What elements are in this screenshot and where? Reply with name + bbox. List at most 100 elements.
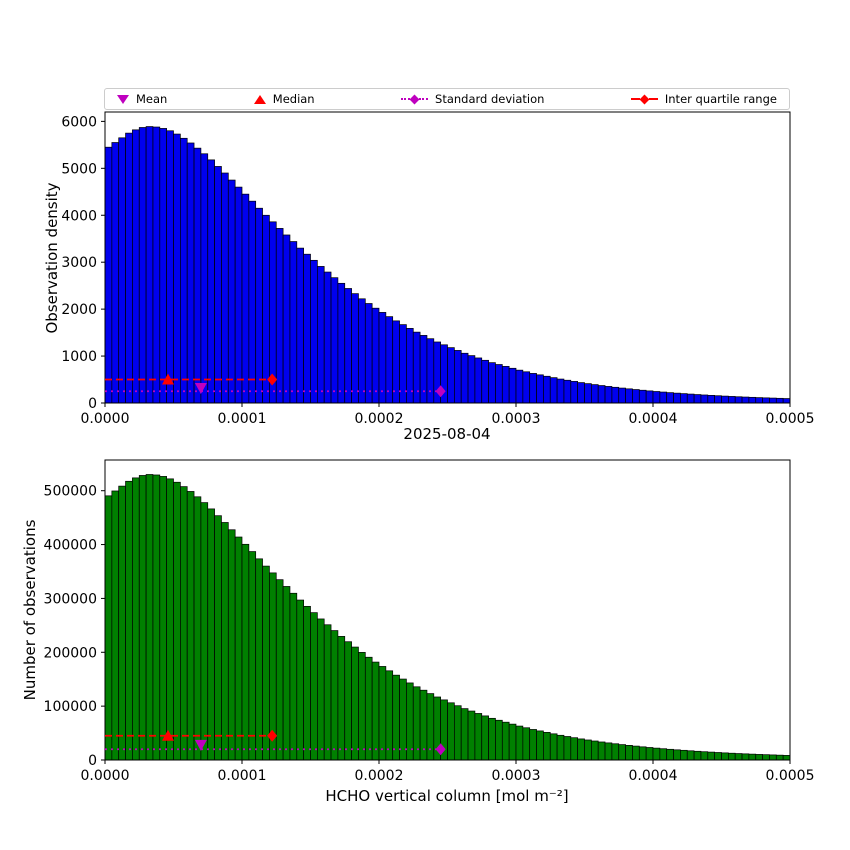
histogram-bar — [152, 126, 161, 404]
histogram-bar — [248, 551, 257, 761]
histogram-bar — [118, 137, 126, 404]
histogram-bar — [460, 708, 469, 761]
histogram-bar — [515, 369, 524, 404]
histogram-bar — [707, 751, 715, 761]
histogram-bar — [104, 495, 113, 761]
x-tick-label: 0.0004 — [629, 411, 678, 427]
histogram-bar — [590, 384, 599, 404]
histogram-bar — [207, 159, 215, 404]
x-tick-label: 0.0001 — [218, 768, 267, 784]
x-tick-label: 0.0005 — [766, 411, 815, 427]
histogram-bar — [159, 476, 168, 761]
median-marker — [162, 729, 175, 741]
iqr-marker — [267, 373, 278, 386]
y-tick-label: 3000 — [61, 255, 97, 271]
histogram-bar — [371, 307, 380, 404]
histogram-bar — [727, 396, 736, 404]
histogram-bar — [632, 745, 640, 761]
histogram-bar — [317, 266, 325, 404]
y-tick-label: 4000 — [61, 208, 97, 224]
histogram-bar — [125, 480, 133, 761]
legend-item-inter-quartile-range: Inter quartile range — [630, 92, 777, 106]
histogram-bar — [447, 347, 455, 404]
x-tick-label: 0.0001 — [218, 411, 267, 427]
histogram-bar — [378, 666, 387, 761]
histogram-bar — [323, 624, 332, 761]
histogram-bar — [652, 747, 661, 761]
histogram-bar — [152, 474, 161, 761]
bottom-y-axis-label: Number of observations — [21, 519, 39, 701]
histogram-bar — [378, 312, 387, 404]
legend-item-standard-deviation: Standard deviation — [401, 92, 544, 106]
histogram-bar — [132, 477, 140, 761]
histogram-bar — [145, 126, 154, 404]
histogram-bar — [474, 357, 483, 404]
iqr-marker — [267, 729, 278, 742]
histogram-bar — [186, 142, 195, 404]
histogram-bar — [474, 713, 483, 761]
x-tick-label: 0.0000 — [81, 768, 130, 784]
histogram-bar — [234, 186, 243, 404]
histogram-bar — [173, 481, 181, 761]
histogram-bar — [727, 752, 736, 761]
histogram-bar — [118, 485, 126, 761]
histogram-bar — [638, 389, 647, 404]
histogram-bar — [132, 129, 140, 404]
legend-label-inter-quartile-range: Inter quartile range — [664, 92, 777, 106]
histogram-bar — [282, 586, 291, 761]
histogram-bar — [734, 753, 743, 761]
histogram-bar — [412, 686, 421, 761]
histogram-bar — [755, 754, 763, 761]
histogram-bar — [138, 475, 147, 761]
x-tick-label: 0.0002 — [355, 411, 404, 427]
histogram-bar — [214, 166, 222, 404]
histogram-bar — [721, 395, 729, 404]
legend-label-standard-deviation: Standard deviation — [435, 92, 545, 106]
histogram-bar — [741, 396, 750, 404]
mean-marker — [194, 739, 207, 751]
histogram-bar — [570, 381, 578, 404]
histogram-bar — [611, 743, 620, 761]
histogram-bar — [721, 752, 729, 761]
histogram-bar — [186, 491, 195, 761]
histogram-bar — [666, 748, 674, 761]
histogram-bar — [358, 298, 366, 404]
top-y-axis-label: Observation density — [43, 182, 61, 334]
x-tick-label: 0.0005 — [766, 768, 815, 784]
y-tick-label: 5000 — [61, 161, 97, 177]
histogram-bar — [529, 373, 537, 404]
histogram-bar — [543, 375, 551, 404]
histogram-bar — [426, 338, 435, 404]
histogram-bar — [782, 398, 791, 404]
histogram-bar — [584, 383, 592, 404]
histogram-bar — [351, 646, 359, 761]
histogram-bar — [145, 474, 154, 761]
histogram-bar — [337, 636, 346, 761]
histogram-bar — [570, 737, 578, 761]
x-axis-label: HCHO vertical column [mol m⁻²] — [325, 787, 569, 805]
histogram-bar — [193, 147, 202, 404]
histogram-bar — [495, 719, 503, 761]
histogram-bar — [330, 277, 339, 404]
histogram-bar — [214, 515, 222, 761]
iqr-marker-icon — [630, 94, 658, 104]
histogram-bar — [700, 751, 709, 761]
x-tick-label: 0.0003 — [492, 411, 541, 427]
histogram-bar — [543, 732, 551, 761]
histogram-bar — [611, 386, 620, 404]
median-marker — [162, 373, 175, 385]
histogram-bar — [467, 710, 476, 761]
histogram-bar — [227, 179, 236, 404]
y-tick-label: 500000 — [44, 484, 97, 500]
histogram-bar — [645, 747, 654, 761]
histogram-bar — [680, 393, 688, 404]
histogram-bar — [125, 132, 133, 404]
histogram-bar — [501, 366, 510, 404]
y-tick-label: 1000 — [61, 349, 97, 365]
histogram-bar — [501, 721, 510, 761]
axes-frame — [104, 459, 791, 761]
x-tick-label: 0.0003 — [492, 768, 541, 784]
histogram-bar — [495, 364, 503, 404]
